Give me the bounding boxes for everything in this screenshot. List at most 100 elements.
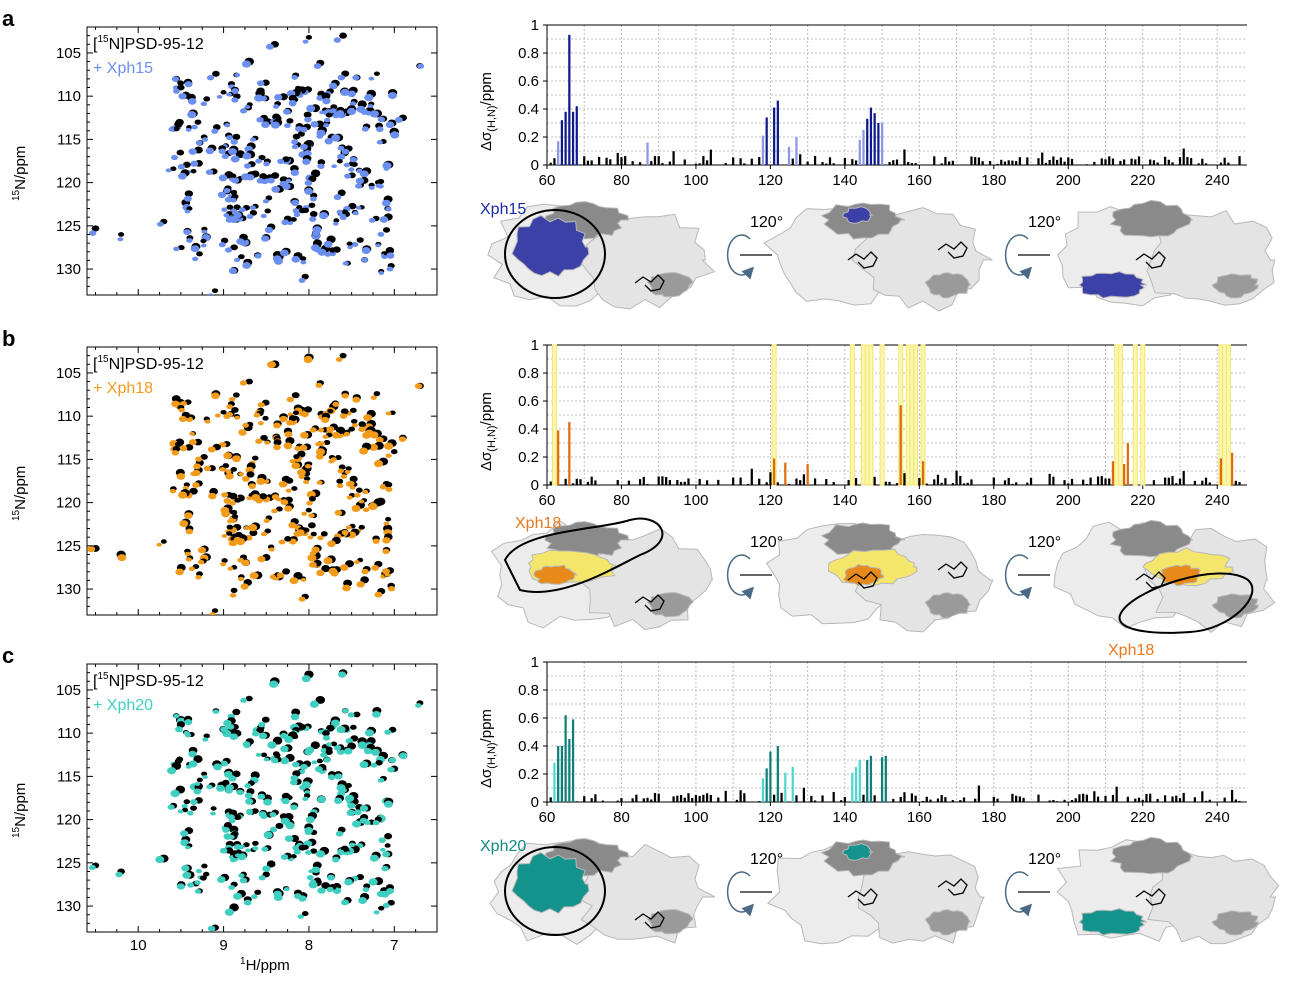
bar: [1208, 482, 1211, 485]
y-tick-label: 0.6: [518, 393, 539, 410]
bar-strong: [560, 120, 564, 165]
ligand-peak: [384, 442, 394, 450]
ligand-peak: [370, 395, 377, 400]
bar-unassigned: [879, 344, 885, 486]
ligand-peak: [384, 729, 392, 735]
ligand-peak: [327, 774, 336, 781]
ligand-peak: [213, 763, 222, 771]
ligand-peak: [189, 431, 195, 436]
ligand-peak: [398, 436, 407, 442]
ref-peak: [231, 406, 239, 413]
bar: [1026, 482, 1029, 485]
y-tick-label: 105: [56, 365, 81, 382]
ligand-peak: [295, 529, 305, 537]
bar: [709, 149, 712, 165]
ligand-peak: [269, 680, 279, 688]
ligand-peak: [195, 574, 202, 580]
bar: [616, 800, 619, 802]
bar: [732, 477, 735, 485]
y-tick-label: 0.8: [518, 365, 539, 382]
ligand-peak: [306, 500, 313, 506]
bar: [1171, 796, 1174, 802]
ref-peak: [230, 244, 238, 251]
ref-peak: [373, 391, 381, 397]
bar-strong: [564, 715, 567, 802]
ligand-peak: [209, 612, 216, 615]
ligand-peak: [335, 830, 344, 837]
y-tick-label: 115: [57, 768, 81, 785]
y-tick-label: 105: [56, 682, 81, 699]
x-tick-label: 140: [832, 809, 857, 826]
bar: [564, 478, 567, 485]
bar: [1123, 159, 1126, 165]
ref-peak: [310, 531, 317, 537]
bar: [1067, 483, 1070, 485]
ligand-peak: [231, 88, 239, 94]
bar: [996, 163, 999, 165]
ligand-peak: [338, 671, 347, 678]
ref-peak: [220, 90, 227, 95]
ligand-peak: [371, 565, 380, 571]
legend-protein: [15N]PSD-95-12: [93, 354, 204, 373]
ligand-peak: [87, 545, 96, 553]
surface-dark-patch: [924, 592, 972, 619]
ligand-peak: [341, 529, 349, 536]
panel-letter-a: a: [2, 6, 15, 31]
ligand-peak: [363, 414, 373, 422]
ligand-peak: [225, 411, 233, 418]
ligand-peak: [414, 383, 423, 390]
ligand-peak: [251, 493, 261, 502]
bar: [1223, 797, 1226, 802]
ref-peak: [321, 565, 331, 573]
ligand-peak: [300, 126, 308, 133]
panel-letter-b: b: [2, 326, 15, 351]
ligand-peak: [284, 505, 293, 512]
ligand-peak: [193, 788, 202, 795]
bar: [1078, 794, 1081, 802]
ref-peak: [258, 154, 266, 161]
ligand-peak: [271, 757, 279, 764]
bar: [583, 796, 586, 802]
bar: [743, 163, 746, 165]
bar: [1085, 164, 1089, 165]
bar: [1048, 159, 1051, 165]
bar: [1015, 161, 1018, 165]
ligand-peak: [245, 848, 251, 853]
bar-strong: [869, 755, 873, 802]
ligand-peak: [178, 407, 185, 413]
ref-peak: [330, 741, 338, 747]
y-tick-label: 130: [56, 581, 81, 598]
bar: [936, 798, 940, 802]
ligand-peak: [182, 485, 189, 490]
ligand-stick: [634, 911, 665, 929]
bar: [620, 157, 623, 165]
ligand-peak: [364, 729, 374, 737]
ligand-peak: [270, 121, 280, 129]
bar: [1193, 797, 1196, 802]
ligand-peak: [368, 502, 378, 511]
ligand-peak: [303, 150, 312, 157]
ligand-peak: [271, 508, 278, 514]
ligand-peak: [296, 468, 306, 477]
ref-peak: [231, 830, 239, 837]
ligand-peak: [233, 211, 242, 219]
bar: [806, 161, 809, 165]
ref-peak: [345, 783, 352, 789]
bar: [1186, 157, 1189, 165]
ligand-peak: [381, 865, 389, 872]
ligand-peak: [300, 763, 308, 770]
ligand-peak: [284, 123, 291, 129]
ligand-peak: [267, 361, 276, 369]
ligand-peak: [324, 117, 331, 123]
peaks: [89, 32, 425, 295]
ligand-peak: [230, 139, 238, 145]
ligand-peak: [177, 163, 186, 170]
bar: [1018, 157, 1021, 165]
ligand-peak: [228, 834, 235, 840]
ligand-peak: [252, 846, 259, 851]
ref-peak: [291, 392, 300, 399]
bar: [739, 477, 742, 485]
bar: [813, 155, 817, 165]
ref-peak: [226, 204, 234, 210]
ligand-peak: [290, 713, 300, 721]
